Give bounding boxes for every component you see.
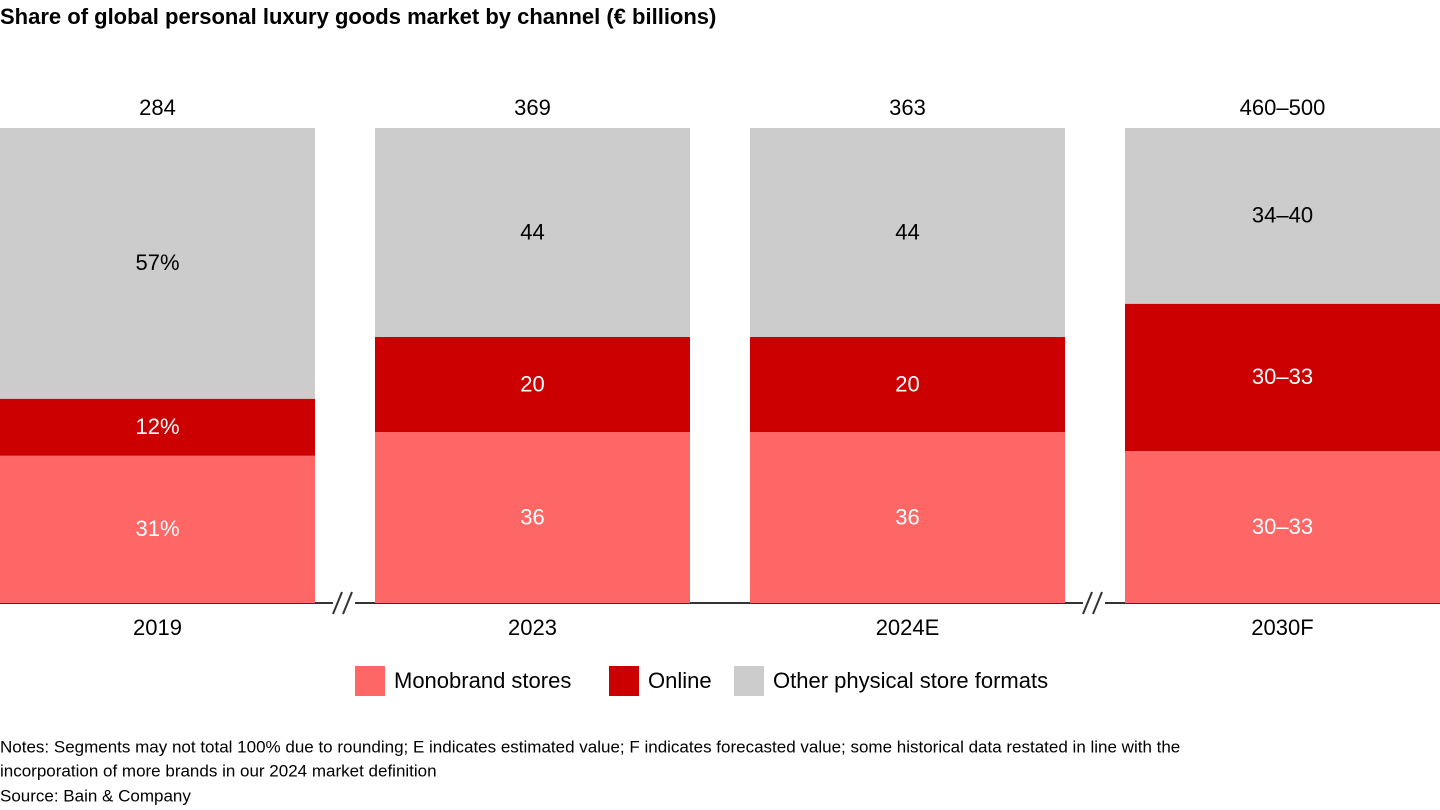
x-tick-label: 2019 [133,615,182,640]
bar-segment [0,455,315,603]
legend-swatch [609,666,639,696]
chart-title: Share of global personal luxury goods ma… [0,4,716,29]
bar-segment [1125,128,1440,304]
bar-segment [375,432,690,603]
x-tick-label: 2023 [508,615,557,640]
note: incorporation of more brands in our 2024… [0,761,437,780]
bar-segment [750,432,1065,603]
bar-segment [375,128,690,337]
bar-segment [0,128,315,399]
bar-segment [1125,303,1440,451]
bar-segment [750,128,1065,337]
value-label: 12% [135,414,179,439]
legend-label: Other physical store formats [773,668,1048,693]
note: Notes: Segments may not total 100% due t… [0,737,1180,756]
value-label: 20 [895,371,919,396]
value-label: 34–40 [1252,203,1313,228]
value-label: 30–33 [1252,514,1313,539]
value-label: 44 [520,219,544,244]
value-label: 20 [520,371,544,396]
legend-swatch [355,666,385,696]
value-label: 31% [135,516,179,541]
total-label: 369 [514,95,551,120]
bar-segment [375,337,690,432]
axis-break [332,591,1105,615]
x-tick-label: 2024E [876,615,940,640]
source: Source: Bain & Company [0,786,191,805]
total-label: 284 [139,95,176,120]
bar-segment [1125,451,1440,603]
value-label: 36 [520,504,544,529]
total-label: 363 [889,95,926,120]
bar-segment [0,398,315,456]
bar-segment [750,337,1065,432]
value-label: 57% [135,250,179,275]
legend-swatch [734,666,764,696]
value-label: 30–33 [1252,364,1313,389]
x-tick-label: 2030F [1251,615,1313,640]
value-label: 36 [895,504,919,529]
total-label: 460–500 [1240,95,1326,120]
value-label: 44 [895,219,919,244]
legend-label: Monobrand stores [394,668,571,693]
legend-label: Online [648,668,712,693]
